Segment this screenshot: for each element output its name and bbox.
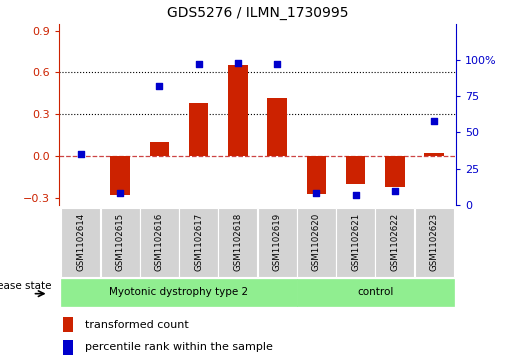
- Bar: [375, 208, 415, 277]
- Title: GDS5276 / ILMN_1730995: GDS5276 / ILMN_1730995: [167, 6, 348, 20]
- Point: [116, 191, 124, 196]
- Bar: [110, 156, 130, 195]
- Bar: [189, 103, 209, 156]
- Text: GSM1102617: GSM1102617: [194, 213, 203, 272]
- Text: Myotonic dystrophy type 2: Myotonic dystrophy type 2: [109, 287, 249, 297]
- Bar: [218, 208, 258, 277]
- Text: transformed count: transformed count: [84, 320, 188, 330]
- Bar: [306, 156, 326, 194]
- Point: [312, 191, 320, 196]
- Text: GSM1102621: GSM1102621: [351, 213, 360, 272]
- Bar: [336, 208, 375, 277]
- Text: GSM1102618: GSM1102618: [233, 213, 243, 272]
- Bar: [415, 208, 454, 277]
- Text: GSM1102619: GSM1102619: [272, 213, 282, 272]
- Bar: [385, 156, 405, 187]
- Text: disease state: disease state: [0, 281, 52, 291]
- Point: [273, 61, 281, 67]
- Bar: [61, 208, 100, 277]
- Bar: [228, 65, 248, 156]
- Bar: [61, 278, 297, 306]
- Bar: [63, 317, 73, 333]
- Bar: [258, 208, 297, 277]
- Text: GSM1102622: GSM1102622: [390, 213, 400, 272]
- Bar: [179, 208, 218, 277]
- Point: [234, 60, 242, 66]
- Text: percentile rank within the sample: percentile rank within the sample: [84, 342, 272, 352]
- Text: GSM1102623: GSM1102623: [430, 213, 439, 272]
- Point: [352, 192, 360, 198]
- Point: [77, 151, 85, 157]
- Bar: [297, 278, 454, 306]
- Bar: [149, 142, 169, 156]
- Text: GSM1102614: GSM1102614: [76, 213, 85, 272]
- Bar: [267, 98, 287, 156]
- Text: GSM1102616: GSM1102616: [155, 213, 164, 272]
- Point: [391, 188, 399, 193]
- Bar: [100, 208, 140, 277]
- Point: [195, 61, 203, 67]
- Text: control: control: [357, 287, 393, 297]
- Text: GSM1102615: GSM1102615: [115, 213, 125, 272]
- Bar: [63, 339, 73, 355]
- Point: [155, 83, 163, 89]
- Bar: [346, 156, 366, 184]
- Bar: [297, 208, 336, 277]
- Text: GSM1102620: GSM1102620: [312, 213, 321, 272]
- Bar: [140, 208, 179, 277]
- Point: [430, 118, 438, 124]
- Bar: [424, 154, 444, 156]
